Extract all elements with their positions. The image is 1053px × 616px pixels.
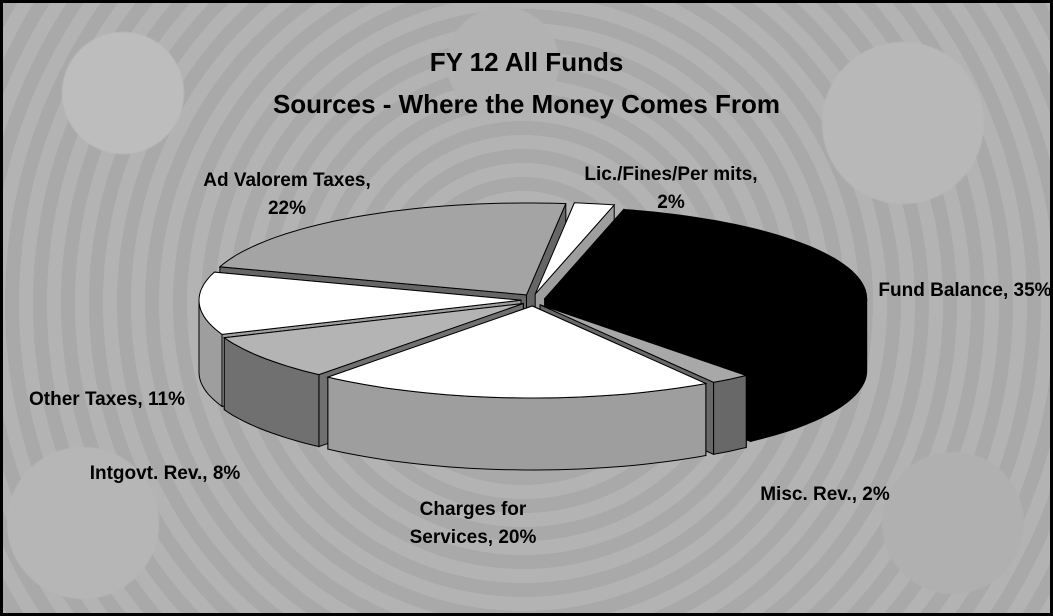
chart	[198, 202, 868, 471]
data-label: Ad Valorem Taxes, 22%	[203, 170, 371, 219]
slice	[534, 202, 616, 295]
chart-title: FY 12 All Funds	[429, 47, 624, 77]
slice	[198, 271, 522, 335]
data-label: Intgovt. Rev., 8%	[89, 463, 241, 484]
data-label: Misc. Rev., 2%	[760, 484, 890, 505]
slice	[326, 305, 708, 399]
slice-side	[713, 374, 747, 455]
slice	[539, 304, 749, 383]
data-label: Lic./Fines/Per mits, 2%	[584, 164, 758, 213]
data-label: Fund Balance, 35%	[878, 280, 1052, 301]
data-label: Other Taxes, 11%	[29, 389, 185, 410]
chart-subtitle: Sources - Where the Money Comes From	[272, 89, 781, 119]
data-label: Charges for Services, 20%	[409, 499, 537, 548]
slice	[222, 303, 524, 376]
slice	[543, 208, 868, 370]
slice	[218, 202, 567, 296]
